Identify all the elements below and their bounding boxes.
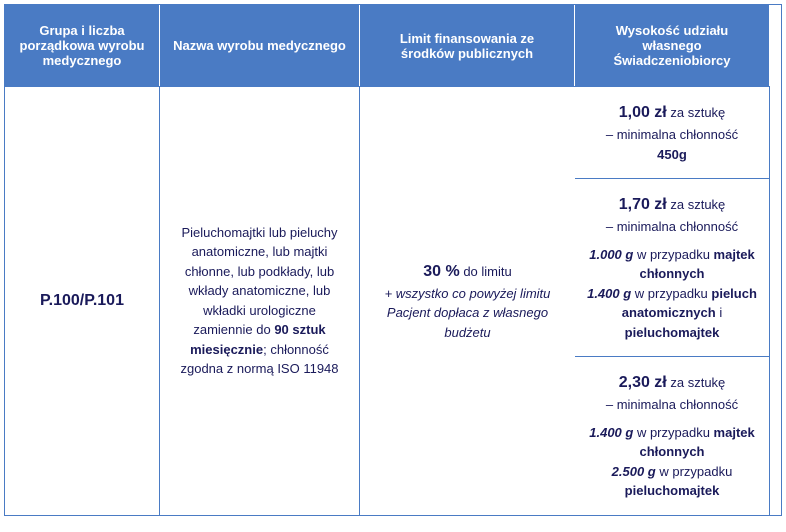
spacer	[585, 415, 759, 423]
limit-3-w2: 2.500 g	[612, 464, 656, 479]
product-code-cell: P.100/P.101	[5, 86, 160, 515]
limit-3-t1: w przypadku	[633, 425, 713, 440]
share-note: + wszystko co powyżej limitu Pacjent dop…	[374, 284, 561, 343]
share-pct: 30 %	[423, 263, 459, 280]
limit-3-unit: za sztukę	[667, 375, 726, 390]
limit-3-w1: 1.400 g	[589, 425, 633, 440]
share-content: 30 % do limitu + wszystko co powyżej lim…	[374, 260, 561, 343]
limit-2-price: 1,70 zł	[619, 196, 667, 213]
limit-3-price: 2,30 zł	[619, 374, 667, 391]
product-name-cell: Pieluchomajtki lub pieluchy anatomiczne,…	[160, 86, 360, 515]
limit-2-w2: 1.400 g	[587, 286, 631, 301]
limit-1-price: 1,00 zł	[619, 104, 667, 121]
limit-1-line: 1,00 zł za sztukę	[585, 101, 759, 125]
product-description: Pieluchomajtki lub pieluchy anatomiczne,…	[174, 223, 345, 379]
limit-3-subtitle: – minimalna chłonność	[585, 395, 759, 415]
limit-row-3: 2,30 zł za sztukę – minimalna chłonność …	[575, 356, 770, 515]
limit-2-line: 1,70 zł za sztukę	[585, 193, 759, 217]
header-col4: Wysokość udziału własnego Świadczeniobio…	[575, 5, 770, 86]
limit-1-weight: 450g	[585, 145, 759, 165]
limit-row-1: 1,00 zł za sztukę – minimalna chłonność …	[575, 86, 770, 178]
limit-2-p2b: pieluchomajtek	[625, 325, 720, 340]
product-code: P.100/P.101	[40, 292, 124, 310]
limit-3-t2: w przypadku	[656, 464, 733, 479]
limit-2-detail-1: 1.000 g w przypadku majtek chłonnych	[585, 245, 759, 284]
limit-2-detail-2: 1.400 g w przypadku pieluch anatomicznyc…	[585, 284, 759, 343]
share-line: 30 % do limitu	[374, 260, 561, 284]
limit-2-t2: w przypadku	[631, 286, 711, 301]
limit-3-p2: pieluchomajtek	[625, 483, 720, 498]
limit-2-and: i	[716, 305, 723, 320]
product-pre: Pieluchomajtki lub pieluchy anatomiczne,…	[181, 225, 337, 338]
finance-table: Grupa i liczba porządkowa wyrobu medyczn…	[4, 4, 782, 516]
limit-3-line: 2,30 zł za sztukę	[585, 371, 759, 395]
limit-2-unit: za sztukę	[667, 197, 726, 212]
share-pct-text: do limitu	[460, 264, 512, 279]
limit-2-t1: w przypadku	[633, 247, 713, 262]
limit-3-detail-1: 1.400 g w przypadku majtek chłonnych	[585, 423, 759, 462]
limit-3-detail-2: 2.500 g w przypadku pieluchomajtek	[585, 462, 759, 501]
share-cell: 30 % do limitu + wszystko co powyżej lim…	[360, 86, 575, 515]
limit-row-2: 1,70 zł za sztukę – minimalna chłonność …	[575, 178, 770, 356]
header-col3: Limit finansowania ze środków publicznyc…	[360, 5, 575, 86]
limit-2-w1: 1.000 g	[589, 247, 633, 262]
header-col1: Grupa i liczba porządkowa wyrobu medyczn…	[5, 5, 160, 86]
header-col2: Nazwa wyrobu medycznego	[160, 5, 360, 86]
limit-1-subtitle: – minimalna chłonność	[585, 125, 759, 145]
limit-1-unit: za sztukę	[667, 105, 726, 120]
spacer	[585, 237, 759, 245]
limit-2-subtitle: – minimalna chłonność	[585, 217, 759, 237]
